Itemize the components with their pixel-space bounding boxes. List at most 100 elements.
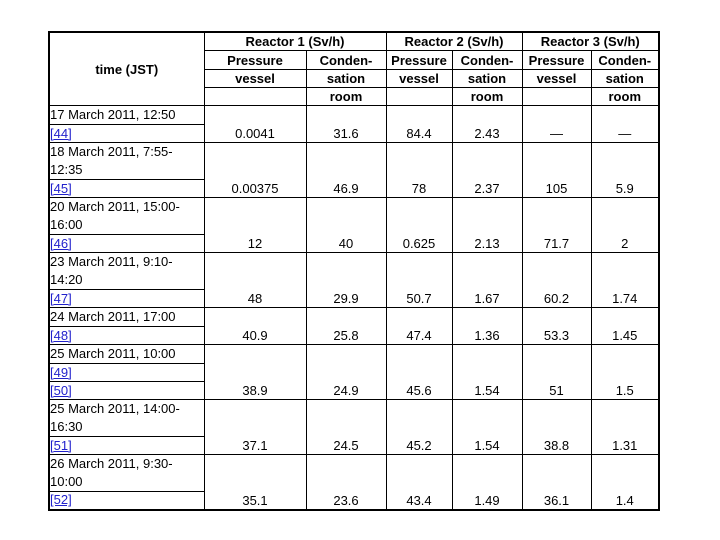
citation-link[interactable]: [47] <box>50 290 72 306</box>
citation-link[interactable]: [48] <box>50 327 72 343</box>
value-cell: 1.54 <box>451 344 523 400</box>
date-cell: 25 March 2011, 14:00- 16:30 <box>48 399 205 437</box>
citation-link[interactable]: [50] <box>50 382 72 398</box>
value-cell: 40 <box>305 197 387 253</box>
date-cell: 25 March 2011, 10:00 <box>48 344 205 364</box>
citation-link[interactable]: [49] <box>50 364 72 380</box>
value-cell: 2.13 <box>451 197 523 253</box>
date-cell: 18 March 2011, 7:55- 12:35 <box>48 142 205 180</box>
table-row: 24 March 2011, 17:00 40.9 25.8 47.4 1.36… <box>48 307 660 345</box>
date-cell: 20 March 2011, 15:00- 16:00 <box>48 197 205 235</box>
value-cell: 24.5 <box>305 399 387 455</box>
value-cell: 1.54 <box>451 399 523 455</box>
r3-pressure-header-line2: vessel <box>521 69 592 88</box>
value-cell: 78 <box>385 142 453 198</box>
value-cell: 1.74 <box>590 252 660 308</box>
value-cell: 47.4 <box>385 307 453 345</box>
value-cell: 0.00375 <box>203 142 307 198</box>
r2-condensation-header-line1: Conden- <box>451 50 523 70</box>
reactor2-header: Reactor 2 (Sv/h) <box>385 31 523 51</box>
r3-condensation-header-line1: Conden- <box>590 50 660 70</box>
value-cell: 1.67 <box>451 252 523 308</box>
r3-condensation-header-line2: sation <box>590 69 660 88</box>
table-row: 25 March 2011, 14:00- 16:30 37.1 24.5 45… <box>48 399 660 455</box>
r2-pressure-header-line3 <box>385 87 453 106</box>
citation-link[interactable]: [51] <box>50 437 72 453</box>
r2-pressure-header-line2: vessel <box>385 69 453 88</box>
date-cell: 23 March 2011, 9:10- 14:20 <box>48 252 205 290</box>
value-cell: 35.1 <box>203 454 307 510</box>
date-cell: 17 March 2011, 12:50 <box>48 105 205 125</box>
reactor-radiation-table: time (JST) Reactor 1 (Sv/h) Reactor 2 (S… <box>48 31 660 511</box>
ref-cell: [45] <box>48 179 205 198</box>
citation-link[interactable]: [44] <box>50 125 72 141</box>
value-cell: — <box>590 105 660 143</box>
ref-cell: [52] <box>48 491 205 510</box>
citation-link[interactable]: [46] <box>50 235 72 251</box>
r2-condensation-header-line3: room <box>451 87 523 106</box>
value-cell: 60.2 <box>521 252 592 308</box>
value-cell: 2.43 <box>451 105 523 143</box>
r3-pressure-header-line1: Pressure <box>521 50 592 70</box>
value-cell: 25.8 <box>305 307 387 345</box>
table-row: 20 March 2011, 15:00- 16:00 12 40 0.625 … <box>48 197 660 253</box>
table-row: 25 March 2011, 10:00 38.9 24.9 45.6 1.54… <box>48 344 660 400</box>
table-row-ref: [44] <box>48 124 659 143</box>
value-cell: 38.8 <box>521 399 592 455</box>
value-cell: 1.45 <box>590 307 660 345</box>
value-cell: 51 <box>521 344 592 400</box>
value-cell: 0.0041 <box>203 105 307 143</box>
reactor1-header: Reactor 1 (Sv/h) <box>203 31 387 51</box>
value-cell: 36.1 <box>521 454 592 510</box>
value-cell: 29.9 <box>305 252 387 308</box>
ref-cell: [48] <box>48 326 205 345</box>
r1-condensation-header-line3: room <box>305 87 387 106</box>
value-cell: 45.6 <box>385 344 453 400</box>
r2-condensation-header-line2: sation <box>451 69 523 88</box>
ref-cell: [49] <box>48 363 205 382</box>
value-cell: 48 <box>203 252 307 308</box>
value-cell: 1.49 <box>451 454 523 510</box>
value-cell: 40.9 <box>203 307 307 345</box>
value-cell: 45.2 <box>385 399 453 455</box>
value-cell: 38.9 <box>203 344 307 400</box>
value-cell: 105 <box>521 142 592 198</box>
value-cell: 1.4 <box>590 454 660 510</box>
r3-condensation-header-line3: room <box>590 87 660 106</box>
value-cell: 1.31 <box>590 399 660 455</box>
reactor3-header: Reactor 3 (Sv/h) <box>521 31 660 51</box>
table-row: 26 March 2011, 9:30- 10:00 35.1 23.6 43.… <box>48 454 660 510</box>
value-cell: 53.3 <box>521 307 592 345</box>
table-row: 23 March 2011, 9:10- 14:20 48 29.9 50.7 … <box>48 252 660 308</box>
header-row-sub3: room room room <box>49 87 660 106</box>
time-column-header: time (JST) <box>48 31 205 106</box>
ref-cell: [50] <box>48 381 205 400</box>
value-cell: 1.5 <box>590 344 660 400</box>
value-cell: 1.36 <box>451 307 523 345</box>
ref-cell: [51] <box>48 436 205 455</box>
ref-cell: [47] <box>48 289 205 308</box>
r2-pressure-header-line1: Pressure <box>385 50 453 70</box>
citation-link[interactable]: [45] <box>50 180 72 196</box>
r3-pressure-header-line3 <box>521 87 592 106</box>
value-cell: 71.7 <box>521 197 592 253</box>
value-cell: 24.9 <box>305 344 387 400</box>
value-cell: 12 <box>203 197 307 253</box>
header-row-sub1: Pressure Conden- Pressure Conden- Pressu… <box>49 50 660 70</box>
table-row: 18 March 2011, 7:55- 12:35 0.00375 46.9 … <box>48 142 660 198</box>
r1-pressure-header-line3 <box>203 87 307 106</box>
table-row-ref: [45] <box>48 179 659 198</box>
value-cell: 23.6 <box>305 454 387 510</box>
value-cell: 5.9 <box>590 142 660 198</box>
citation-link[interactable]: [52] <box>50 492 72 508</box>
value-cell: — <box>521 105 592 143</box>
value-cell: 84.4 <box>385 105 453 143</box>
value-cell: 31.6 <box>305 105 387 143</box>
header-row-groups: time (JST) Reactor 1 (Sv/h) Reactor 2 (S… <box>48 31 660 106</box>
value-cell: 46.9 <box>305 142 387 198</box>
value-cell: 0.625 <box>385 197 453 253</box>
value-cell: 2 <box>590 197 660 253</box>
date-cell: 26 March 2011, 9:30- 10:00 <box>48 454 205 492</box>
table-row-ref: [47] <box>48 289 659 308</box>
r1-pressure-header-line2: vessel <box>203 69 307 88</box>
